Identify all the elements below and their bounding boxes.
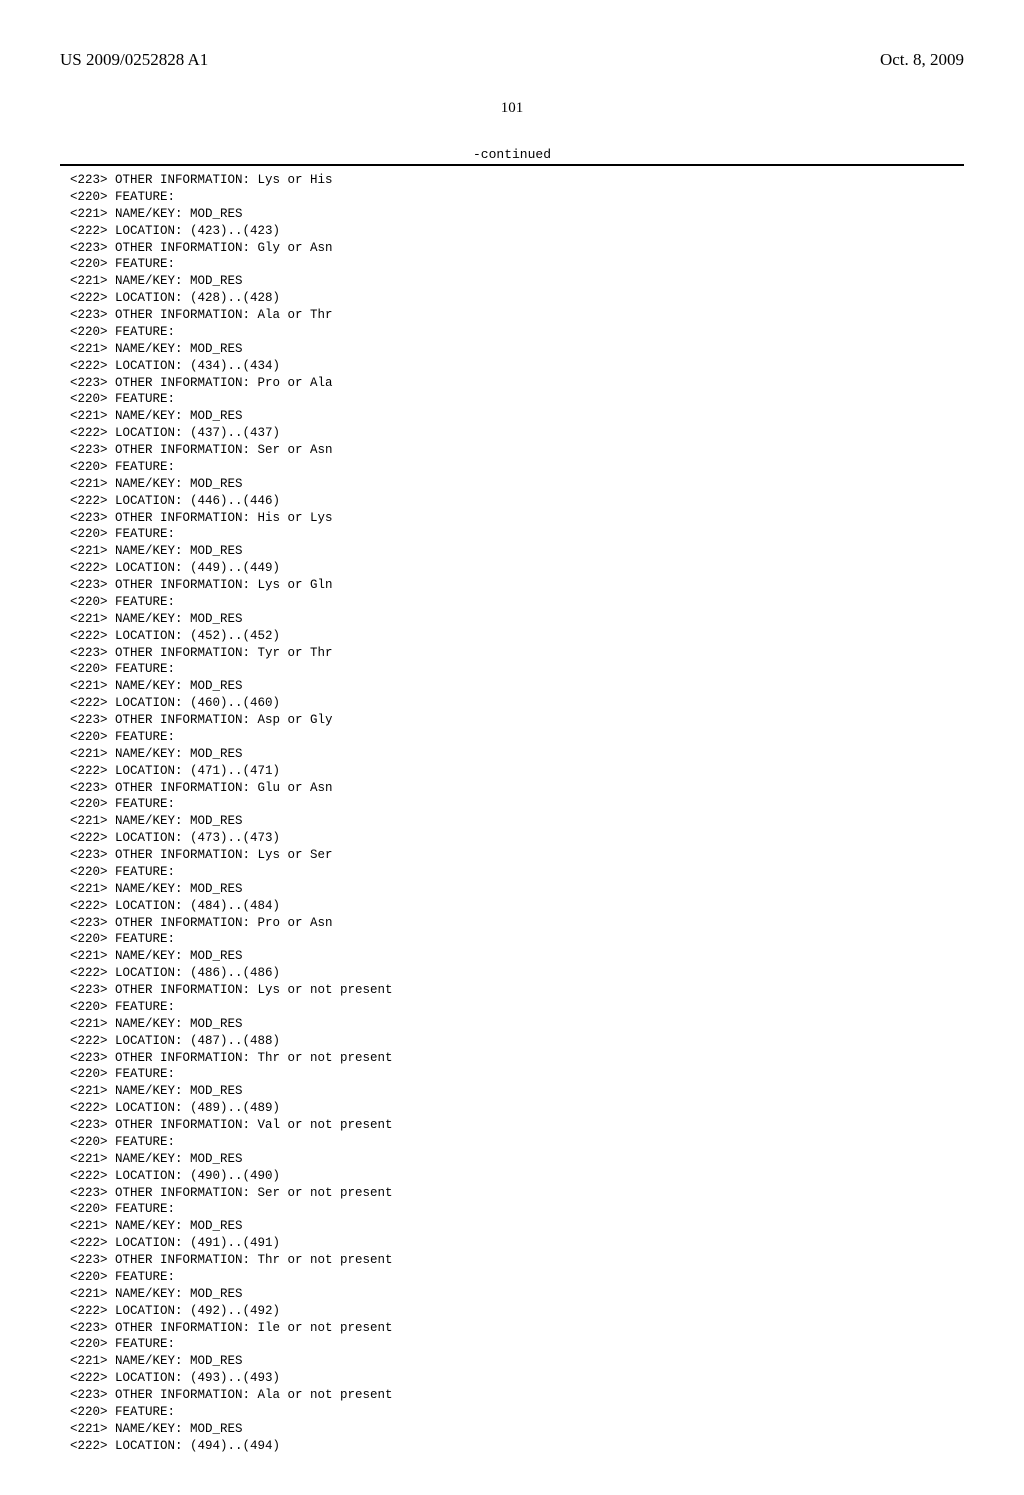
patent-id: US 2009/0252828 A1: [60, 50, 208, 70]
divider-top: [60, 164, 964, 166]
header: US 2009/0252828 A1 Oct. 8, 2009: [60, 50, 964, 70]
page-number: 101: [60, 100, 964, 117]
page-container: US 2009/0252828 A1 Oct. 8, 2009 101 -con…: [0, 0, 1024, 1495]
sequence-listing: <223> OTHER INFORMATION: Lys or His <220…: [70, 172, 964, 1455]
publication-date: Oct. 8, 2009: [880, 50, 964, 70]
continued-label: -continued: [60, 147, 964, 162]
